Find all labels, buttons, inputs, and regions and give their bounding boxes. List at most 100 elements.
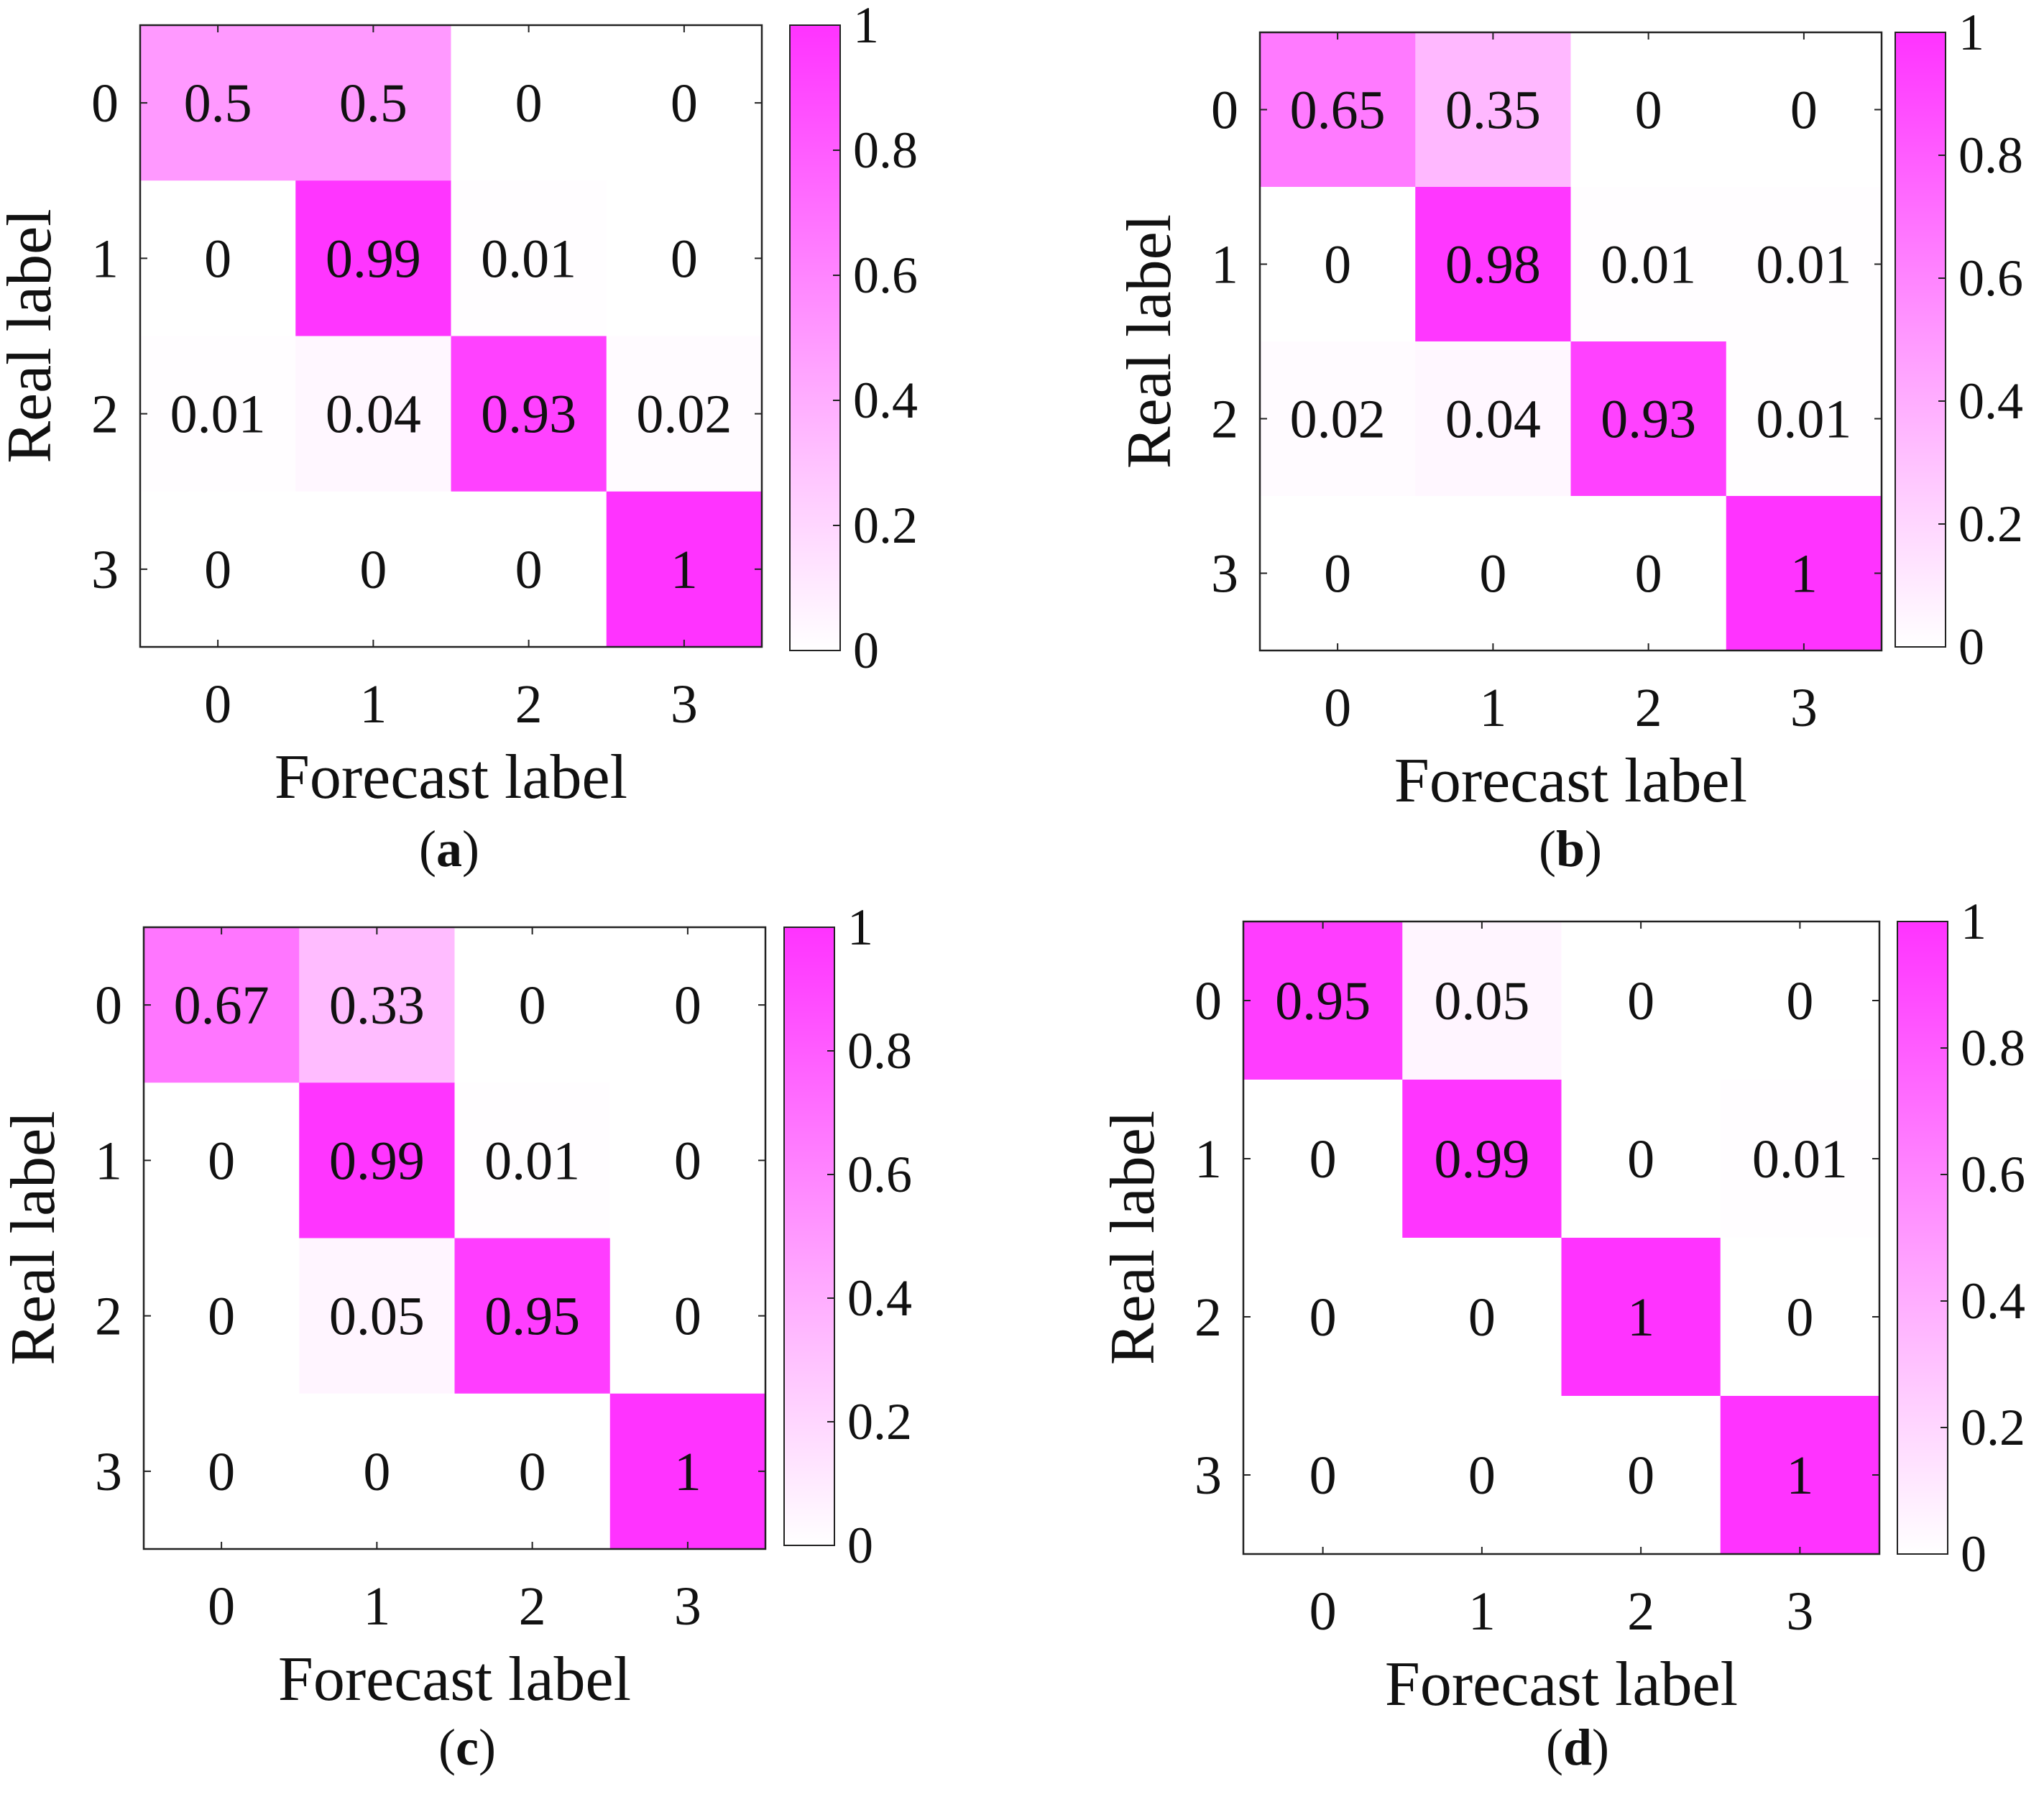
cell-a-2-3 bbox=[606, 336, 763, 492]
cell-value-b-0-3: 0 bbox=[1790, 81, 1818, 141]
cell-c-1-0 bbox=[144, 1082, 300, 1238]
cell-d-0-1 bbox=[1402, 921, 1562, 1080]
cell-d-0-2 bbox=[1561, 921, 1721, 1080]
y-tick-label-c-1: 1 bbox=[95, 1131, 122, 1191]
cell-d-2-3 bbox=[1720, 1238, 1880, 1397]
y-tick-label-b-0: 0 bbox=[1211, 81, 1238, 141]
cell-b-2-0 bbox=[1260, 341, 1416, 497]
colorbar-tick-label-c-0: 0 bbox=[847, 1517, 873, 1574]
cell-value-c-0-0: 0.67 bbox=[174, 975, 270, 1036]
cell-value-d-0-0: 0.95 bbox=[1275, 971, 1371, 1031]
x-tick-label-c-0: 0 bbox=[208, 1576, 235, 1637]
panel-caption-c: (c) bbox=[438, 1719, 496, 1776]
cell-a-0-2 bbox=[451, 25, 607, 181]
cell-c-0-1 bbox=[299, 927, 455, 1083]
x-tick-label-d-2: 2 bbox=[1627, 1581, 1654, 1642]
panel-caption-d: (d) bbox=[1546, 1719, 1609, 1776]
x-tick-label-d-3: 3 bbox=[1786, 1581, 1813, 1642]
x-tick-label-b-2: 2 bbox=[1635, 678, 1662, 738]
cell-value-c-3-2: 0 bbox=[519, 1442, 546, 1502]
cell-value-b-2-0: 0.02 bbox=[1290, 390, 1386, 450]
cell-d-2-1 bbox=[1402, 1238, 1562, 1397]
y-axis-title-a: Real label bbox=[0, 208, 65, 463]
panel-b: 0.65 0.35 0 0 0 0.98 0.01 0.01 0.02 0.04 0.93 0.01 0… bbox=[1115, 4, 2023, 878]
colorbar-tick-label-c-2: 0.4 bbox=[847, 1269, 912, 1327]
cell-d-2-0 bbox=[1243, 1238, 1403, 1397]
cell-value-d-2-1: 0 bbox=[1468, 1287, 1496, 1348]
colorbar-tick-label-a-3: 0.6 bbox=[853, 247, 918, 304]
caption-close-paren: ) bbox=[1585, 820, 1602, 878]
cell-value-d-3-3: 1 bbox=[1786, 1445, 1813, 1506]
cell-a-1-2 bbox=[451, 180, 607, 336]
cell-a-0-1 bbox=[295, 25, 451, 181]
cell-value-c-3-0: 0 bbox=[208, 1442, 235, 1502]
cell-value-d-0-2: 0 bbox=[1627, 971, 1654, 1031]
colorbar-tick-label-d-4: 0.8 bbox=[1961, 1019, 2025, 1077]
cell-b-3-2 bbox=[1570, 496, 1727, 651]
x-tick-label-b-0: 0 bbox=[1324, 678, 1351, 738]
y-tick-label-d-1: 1 bbox=[1194, 1129, 1222, 1190]
y-axis-title-b: Real label bbox=[1115, 214, 1184, 469]
cell-value-c-1-1: 0.99 bbox=[329, 1131, 425, 1191]
colorbar-tick-label-d-3: 0.6 bbox=[1961, 1146, 2025, 1203]
colorbar-tick-label-a-1: 0.2 bbox=[853, 497, 918, 554]
cell-c-3-3 bbox=[609, 1393, 766, 1550]
cell-value-d-1-2: 0 bbox=[1627, 1129, 1654, 1190]
cell-b-2-2 bbox=[1570, 341, 1727, 497]
cell-c-2-3 bbox=[609, 1238, 766, 1394]
colorbar-c bbox=[783, 927, 835, 1546]
cell-value-a-2-3: 0.02 bbox=[636, 385, 732, 445]
caption-letter: a bbox=[436, 820, 462, 878]
cell-value-c-0-2: 0 bbox=[519, 975, 546, 1036]
cell-value-a-2-1: 0.04 bbox=[326, 385, 421, 445]
cell-value-a-1-3: 0 bbox=[671, 229, 698, 289]
colorbar-tick-label-a-0: 0 bbox=[853, 622, 879, 679]
cell-d-0-0 bbox=[1243, 921, 1403, 1080]
cell-value-a-0-1: 0.5 bbox=[339, 73, 408, 134]
plot-frame-d bbox=[1242, 920, 1881, 1555]
cell-c-3-1 bbox=[299, 1393, 455, 1550]
cell-d-3-0 bbox=[1243, 1396, 1403, 1555]
cell-b-2-3 bbox=[1726, 341, 1882, 497]
cell-a-2-0 bbox=[140, 336, 296, 492]
cell-b-3-0 bbox=[1260, 496, 1416, 651]
colorbar-tick-label-c-4: 0.8 bbox=[847, 1022, 912, 1080]
cell-d-1-1 bbox=[1402, 1080, 1562, 1238]
cell-value-a-3-2: 0 bbox=[515, 540, 543, 600]
cell-value-a-0-0: 0.5 bbox=[184, 73, 252, 134]
cell-value-b-2-1: 0.04 bbox=[1445, 390, 1541, 450]
cell-value-a-3-3: 1 bbox=[671, 540, 698, 600]
colorbar-tick-label-d-2: 0.4 bbox=[1961, 1272, 2025, 1330]
panel-d: 0.95 0.05 0 0 0 0.99 0 0.01 0 0 1 0 0 0 0 1 0 1 2 3 0 1 2 3 Fore… bbox=[1098, 893, 2025, 1776]
y-tick-label-b-3: 3 bbox=[1211, 544, 1238, 605]
cell-value-b-3-2: 0 bbox=[1635, 544, 1662, 605]
y-tick-label-c-2: 2 bbox=[95, 1287, 122, 1347]
cell-value-d-0-1: 0.05 bbox=[1434, 971, 1529, 1031]
panel-c: 0.67 0.33 0 0 0 0.99 0.01 0 0 0.05 0.95 0 0 0 0 1 0 1 2 3 0 1… bbox=[0, 898, 912, 1776]
cell-value-c-0-1: 0.33 bbox=[329, 975, 425, 1036]
x-tick-label-a-3: 3 bbox=[671, 674, 698, 735]
plot-frame-a bbox=[139, 24, 763, 648]
colorbar-tick-label-d-0: 0 bbox=[1961, 1525, 1987, 1583]
y-tick-label-a-3: 3 bbox=[91, 540, 119, 600]
colorbar-tick-label-b-0: 0 bbox=[1958, 618, 1984, 676]
cell-value-c-2-1: 0.05 bbox=[329, 1287, 425, 1347]
y-tick-label-c-3: 3 bbox=[95, 1442, 122, 1502]
cell-d-2-2 bbox=[1561, 1238, 1721, 1397]
panel-caption-b: (b) bbox=[1539, 820, 1602, 878]
x-tick-label-c-1: 1 bbox=[363, 1576, 390, 1637]
cell-a-3-1 bbox=[295, 491, 451, 648]
cell-a-1-3 bbox=[606, 180, 763, 336]
caption-close-paren: ) bbox=[462, 820, 479, 878]
y-tick-label-a-1: 1 bbox=[91, 229, 119, 289]
cell-value-c-3-1: 0 bbox=[363, 1442, 390, 1502]
cell-value-d-2-3: 0 bbox=[1786, 1287, 1813, 1348]
cell-value-b-3-3: 1 bbox=[1790, 544, 1818, 605]
cell-value-b-2-2: 0.93 bbox=[1601, 390, 1696, 450]
cell-a-1-0 bbox=[140, 180, 296, 336]
cell-value-c-1-0: 0 bbox=[208, 1131, 235, 1191]
cell-value-d-1-3: 0.01 bbox=[1752, 1129, 1848, 1190]
colorbar-tick-label-a-2: 0.4 bbox=[853, 372, 918, 429]
x-tick-label-b-1: 1 bbox=[1479, 678, 1506, 738]
cell-value-a-1-0: 0 bbox=[204, 229, 231, 289]
